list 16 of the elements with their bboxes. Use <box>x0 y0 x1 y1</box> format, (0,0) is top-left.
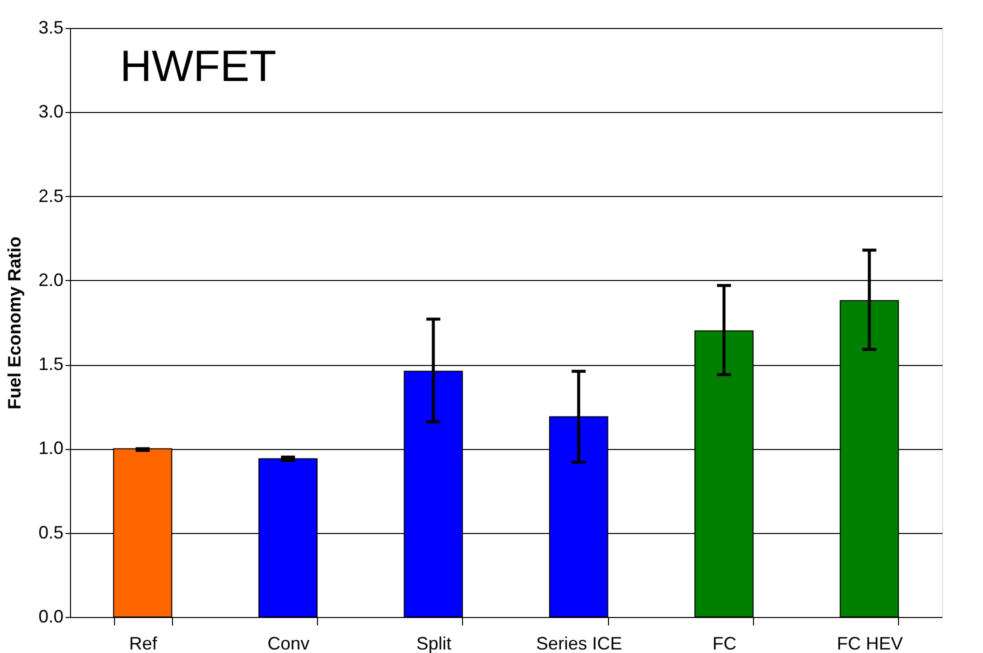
x-tick-label: Conv <box>267 634 310 653</box>
y-tick-label: 2.5 <box>38 186 64 206</box>
x-tick-label: FC HEV <box>836 634 903 653</box>
y-tick-label: 0.0 <box>38 606 64 626</box>
chart-title: HWFET <box>120 42 276 91</box>
y-tick-label: 1.0 <box>38 438 64 458</box>
y-tick-label: 3.0 <box>38 102 64 122</box>
x-tick-label: Ref <box>129 634 158 653</box>
x-tick-label: Series ICE <box>536 634 622 653</box>
y-axis-title: Fuel Economy Ratio <box>4 236 24 410</box>
x-tick-label: FC <box>712 634 736 653</box>
x-tick-label: Split <box>416 634 452 653</box>
y-tick-label: 2.0 <box>38 270 64 290</box>
y-tick-label: 3.5 <box>38 18 64 38</box>
y-tick-label: 1.5 <box>38 354 64 374</box>
y-tick-label: 0.5 <box>38 522 64 542</box>
